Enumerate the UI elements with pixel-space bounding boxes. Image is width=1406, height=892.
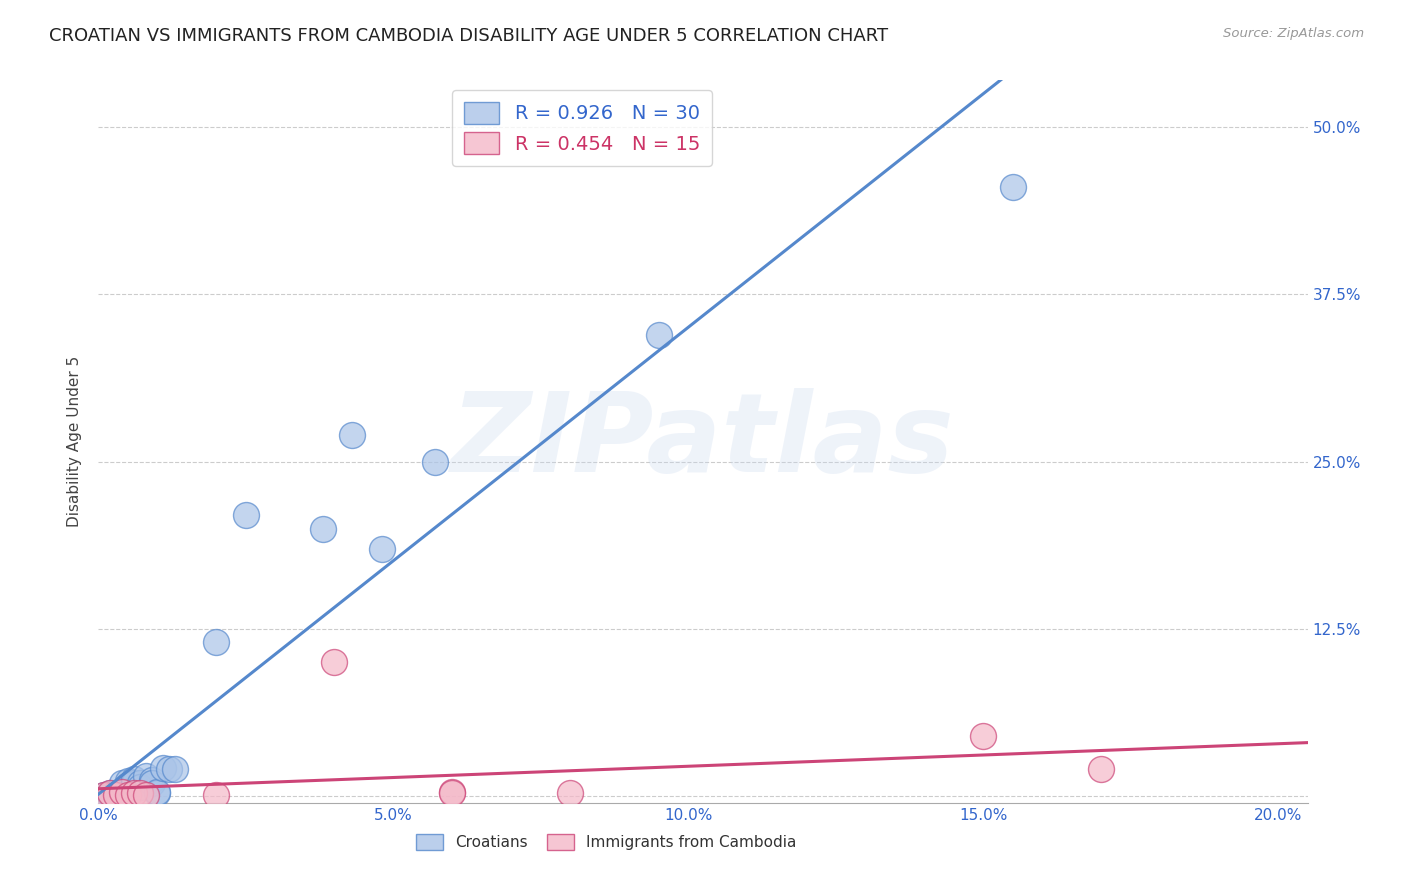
Point	[152, 761, 174, 775]
Point	[117, 784, 139, 798]
Point	[441, 787, 464, 801]
Point	[205, 635, 228, 649]
Point	[122, 772, 145, 786]
Point	[423, 455, 446, 469]
Point	[93, 788, 115, 802]
Point	[1090, 762, 1112, 776]
Point	[311, 521, 333, 535]
Point	[323, 655, 346, 669]
Point	[105, 787, 128, 801]
Point	[117, 778, 139, 793]
Point	[93, 788, 115, 802]
Point	[117, 788, 139, 802]
Point	[105, 787, 128, 801]
Point	[128, 780, 150, 794]
Point	[441, 785, 464, 799]
Point	[111, 785, 134, 799]
Point	[141, 772, 163, 788]
Point	[205, 788, 228, 802]
Point	[128, 787, 150, 801]
Point	[98, 787, 121, 801]
Point	[648, 327, 671, 342]
Point	[141, 776, 163, 790]
Point	[340, 427, 363, 442]
Point	[98, 787, 121, 801]
Point	[98, 788, 121, 802]
Point	[146, 785, 169, 799]
Text: ZIPatlas: ZIPatlas	[451, 388, 955, 495]
Legend: Croatians, Immigrants from Cambodia: Croatians, Immigrants from Cambodia	[409, 829, 803, 856]
Point	[560, 787, 582, 801]
Point	[1001, 180, 1024, 194]
Point	[128, 776, 150, 790]
Point	[165, 762, 187, 776]
Point	[122, 787, 145, 801]
Text: CROATIAN VS IMMIGRANTS FROM CAMBODIA DISABILITY AGE UNDER 5 CORRELATION CHART: CROATIAN VS IMMIGRANTS FROM CAMBODIA DIS…	[49, 27, 889, 45]
Point	[135, 788, 157, 802]
Point	[972, 729, 994, 743]
Point	[122, 776, 145, 790]
Point	[370, 541, 392, 556]
Point	[135, 769, 157, 783]
Y-axis label: Disability Age Under 5: Disability Age Under 5	[67, 356, 83, 527]
Point	[235, 508, 257, 523]
Point	[146, 787, 169, 801]
Point	[105, 788, 128, 802]
Point	[111, 776, 134, 790]
Point	[157, 762, 180, 776]
Point	[111, 785, 134, 799]
Text: Source: ZipAtlas.com: Source: ZipAtlas.com	[1223, 27, 1364, 40]
Point	[117, 774, 139, 789]
